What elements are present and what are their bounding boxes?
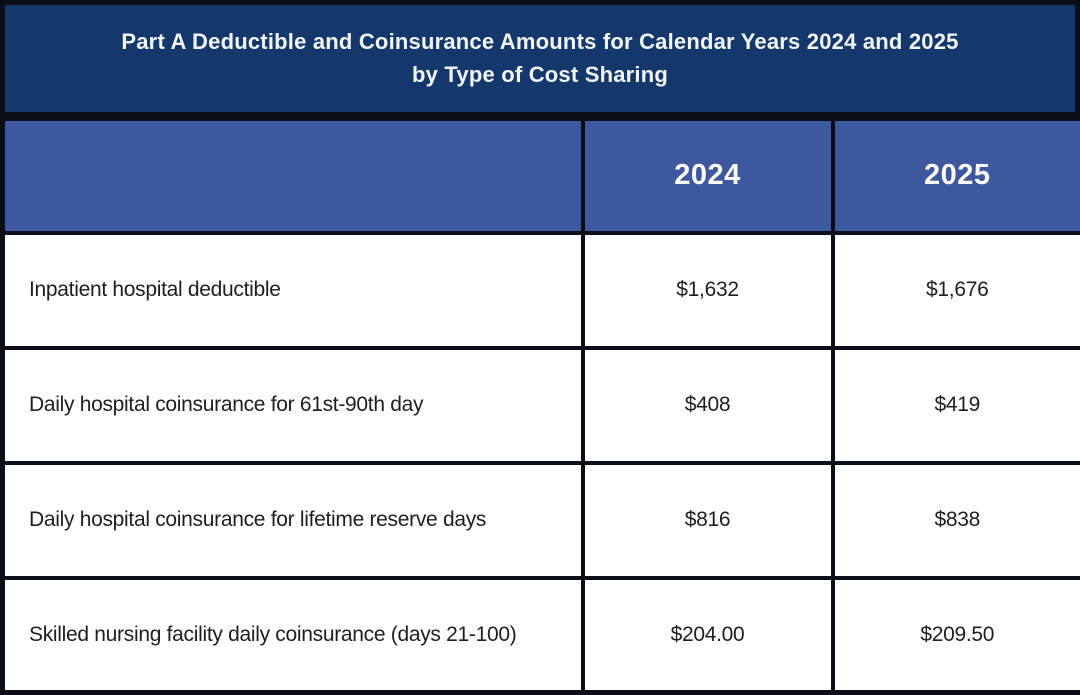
title-line-2: by Type of Cost Sharing — [412, 61, 668, 87]
row-label: Daily hospital coinsurance for 61st-90th… — [0, 345, 585, 465]
value-2024: $408 — [580, 345, 835, 465]
table-row: Skilled nursing facility daily coinsuran… — [0, 575, 1080, 695]
value-2025: $419 — [830, 345, 1080, 465]
header-cell-blank — [0, 116, 585, 235]
table-row: Daily hospital coinsurance for lifetime … — [0, 460, 1080, 580]
value-2025: $1,676 — [830, 230, 1080, 350]
value-2025: $838 — [830, 460, 1080, 580]
header-cell-2025: 2025 — [830, 116, 1080, 235]
value-2024: $1,632 — [580, 230, 835, 350]
header-cell-2024: 2024 — [580, 116, 835, 235]
header-row: 2024 2025 — [0, 116, 1080, 235]
value-2024: $204.00 — [580, 575, 835, 695]
cost-sharing-table: 2024 2025 Inpatient hospital deductible … — [0, 116, 1080, 695]
value-2024: $816 — [580, 460, 835, 580]
row-label: Skilled nursing facility daily coinsuran… — [0, 575, 585, 695]
row-label: Inpatient hospital deductible — [0, 230, 585, 350]
row-label: Daily hospital coinsurance for lifetime … — [0, 460, 585, 580]
table-row: Daily hospital coinsurance for 61st-90th… — [0, 345, 1080, 465]
table-title-banner: Part A Deductible and Coinsurance Amount… — [0, 0, 1080, 117]
table-row: Inpatient hospital deductible $1,632 $1,… — [0, 230, 1080, 350]
value-2025: $209.50 — [830, 575, 1080, 695]
title-line-1: Part A Deductible and Coinsurance Amount… — [121, 28, 959, 54]
